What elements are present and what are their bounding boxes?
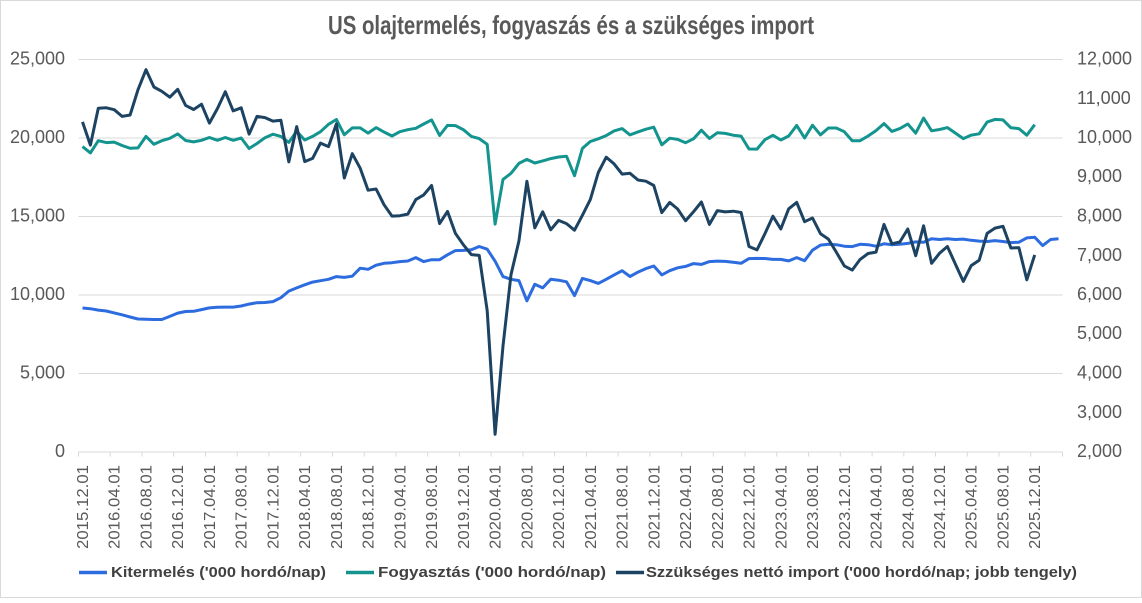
svg-text:2023.08.01: 2023.08.01 xyxy=(805,465,822,549)
svg-text:2015.12.01: 2015.12.01 xyxy=(75,465,92,549)
svg-text:25,000: 25,000 xyxy=(10,49,65,69)
svg-text:2024.04.01: 2024.04.01 xyxy=(869,465,886,549)
svg-text:4,000: 4,000 xyxy=(1077,363,1122,383)
svg-text:2022.12.01: 2022.12.01 xyxy=(742,465,759,549)
svg-text:2023.04.01: 2023.04.01 xyxy=(773,465,790,549)
svg-text:12,000: 12,000 xyxy=(1077,49,1132,69)
svg-text:2019.08.01: 2019.08.01 xyxy=(424,465,441,549)
svg-text:Fogyasztás ('000 hordó/nap): Fogyasztás ('000 hordó/nap) xyxy=(378,564,606,581)
svg-text:2022.04.01: 2022.04.01 xyxy=(678,465,695,549)
svg-text:2018.08.01: 2018.08.01 xyxy=(329,465,346,549)
svg-text:2021.08.01: 2021.08.01 xyxy=(615,465,632,549)
svg-text:10,000: 10,000 xyxy=(10,284,65,304)
svg-text:11,000: 11,000 xyxy=(1077,88,1131,108)
svg-text:2018.04.01: 2018.04.01 xyxy=(297,465,314,549)
svg-text:2024.08.01: 2024.08.01 xyxy=(900,465,917,549)
svg-text:7,000: 7,000 xyxy=(1077,245,1122,265)
svg-text:5,000: 5,000 xyxy=(1077,323,1122,343)
svg-text:US olajtermelés, fogyaszás és: US olajtermelés, fogyaszás és a szüksége… xyxy=(328,10,814,40)
svg-text:2016.12.01: 2016.12.01 xyxy=(170,465,187,549)
svg-text:2024.12.01: 2024.12.01 xyxy=(932,465,949,549)
svg-text:2016.08.01: 2016.08.01 xyxy=(139,465,156,549)
svg-text:10,000: 10,000 xyxy=(1077,127,1132,147)
svg-text:2025.12.01: 2025.12.01 xyxy=(1027,465,1044,549)
svg-text:0: 0 xyxy=(55,441,65,461)
svg-text:8,000: 8,000 xyxy=(1077,206,1122,226)
svg-text:20,000: 20,000 xyxy=(10,127,65,147)
svg-text:15,000: 15,000 xyxy=(10,206,65,226)
svg-text:2021.12.01: 2021.12.01 xyxy=(646,465,663,549)
svg-text:2019.04.01: 2019.04.01 xyxy=(392,465,409,549)
svg-text:2022.08.01: 2022.08.01 xyxy=(710,465,727,549)
svg-text:5,000: 5,000 xyxy=(20,363,65,383)
svg-text:2025.08.01: 2025.08.01 xyxy=(996,465,1013,549)
svg-text:2023.12.01: 2023.12.01 xyxy=(837,465,854,549)
svg-text:2021.04.01: 2021.04.01 xyxy=(583,465,600,549)
svg-text:2019.12.01: 2019.12.01 xyxy=(456,465,473,549)
svg-text:2,000: 2,000 xyxy=(1077,441,1122,461)
svg-text:6,000: 6,000 xyxy=(1077,284,1122,304)
svg-text:Szzükséges nettó import ('000: Szzükséges nettó import ('000 hordó/nap;… xyxy=(646,564,1077,581)
svg-text:Kitermelés ('000 hordó/nap): Kitermelés ('000 hordó/nap) xyxy=(111,564,326,581)
svg-text:2025.04.01: 2025.04.01 xyxy=(964,465,981,549)
svg-text:2020.12.01: 2020.12.01 xyxy=(551,465,568,549)
svg-text:2016.04.01: 2016.04.01 xyxy=(107,465,124,549)
svg-text:3,000: 3,000 xyxy=(1077,402,1122,422)
svg-text:2020.04.01: 2020.04.01 xyxy=(488,465,505,549)
svg-text:2017.08.01: 2017.08.01 xyxy=(234,465,251,549)
svg-text:2017.04.01: 2017.04.01 xyxy=(202,465,219,549)
svg-text:9,000: 9,000 xyxy=(1077,166,1122,186)
svg-text:2017.12.01: 2017.12.01 xyxy=(265,465,282,549)
svg-text:2018.12.01: 2018.12.01 xyxy=(361,465,378,549)
svg-text:2020.08.01: 2020.08.01 xyxy=(519,465,536,549)
